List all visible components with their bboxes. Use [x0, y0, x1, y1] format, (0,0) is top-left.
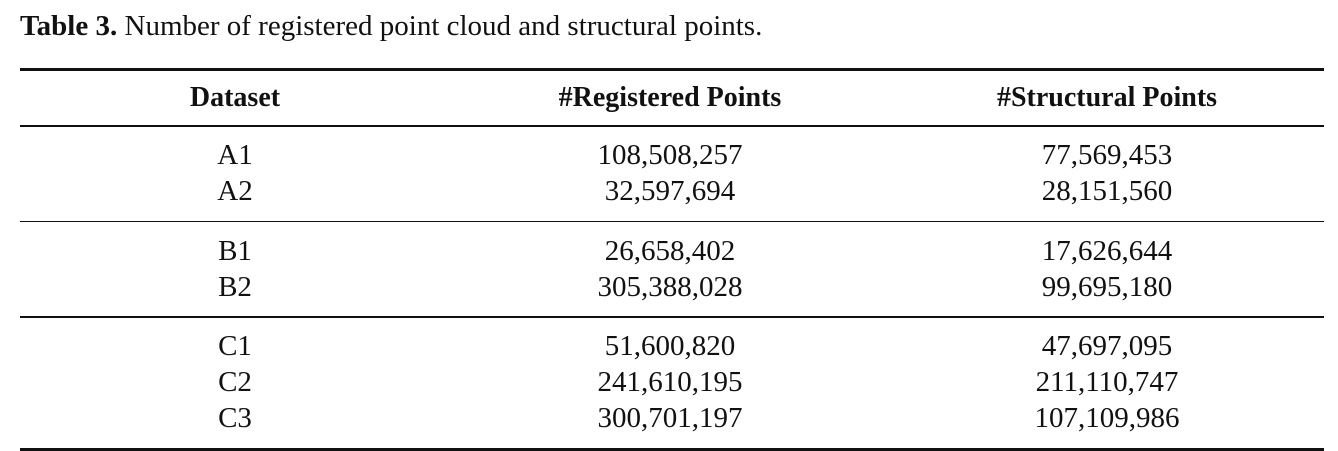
- cell-structural-points: 17,626,644: [1041, 234, 1173, 267]
- cell-registered-points: 300,701,197: [597, 402, 743, 434]
- cell-dataset: A2: [217, 175, 253, 207]
- cell-registered-points: 32,597,694: [604, 175, 736, 207]
- table-caption-text: Number of registered point cloud and str…: [124, 10, 763, 42]
- cell-dataset: B1: [218, 234, 252, 267]
- data-table: Dataset #Registered Points #Structural P…: [20, 68, 1324, 451]
- cell-structural-points: 77,569,453: [1041, 139, 1173, 171]
- table-header-row: Dataset #Registered Points #Structural P…: [20, 71, 1324, 125]
- cell-registered-points: 51,600,820: [604, 330, 736, 362]
- header-rule: [20, 125, 1324, 127]
- table-row: A1 108,508,257 77,569,453: [20, 138, 1324, 174]
- cell-registered-points: 305,388,028: [597, 270, 743, 303]
- table-caption: Table 3. Number of registered point clou…: [20, 8, 762, 44]
- table-group-c: C1 51,600,820 47,697,095 C2 241,610,195 …: [20, 318, 1324, 448]
- table-bottom-rule: [20, 447, 1324, 451]
- cell-structural-points: 28,151,560: [1041, 175, 1173, 207]
- table-caption-label: Table 3.: [20, 10, 118, 42]
- table-row: C2 241,610,195 211,110,747: [20, 365, 1324, 401]
- table-group-a: A1 108,508,257 77,569,453 A2 32,597,694 …: [20, 127, 1324, 221]
- table-row: C1 51,600,820 47,697,095: [20, 329, 1324, 365]
- cell-dataset: C3: [218, 402, 252, 434]
- cell-registered-points: 26,658,402: [604, 234, 736, 267]
- table-row: B2 305,388,028 99,695,180: [20, 269, 1324, 305]
- table-row: C3 300,701,197 107,109,986: [20, 401, 1324, 437]
- table-group-b: B1 26,658,402 17,626,644 B2 305,388,028 …: [20, 222, 1324, 316]
- header-dataset: Dataset: [189, 82, 281, 113]
- cell-structural-points: 47,697,095: [1041, 330, 1173, 362]
- cell-structural-points: 211,110,747: [1035, 366, 1179, 398]
- cell-structural-points: 107,109,986: [1034, 402, 1180, 434]
- header-structural-points: #Structural Points: [996, 82, 1218, 113]
- table-row: A2 32,597,694 28,151,560: [20, 174, 1324, 210]
- cell-dataset: C1: [218, 330, 252, 362]
- cell-registered-points: 241,610,195: [597, 366, 743, 398]
- table-top-rule: [20, 68, 1324, 71]
- cell-structural-points: 99,695,180: [1041, 270, 1173, 303]
- cell-dataset: C2: [218, 366, 252, 398]
- table-row: B1 26,658,402 17,626,644: [20, 233, 1324, 269]
- cell-dataset: A1: [217, 139, 253, 171]
- cell-registered-points: 108,508,257: [597, 139, 743, 171]
- group-divider: [20, 316, 1324, 318]
- header-registered-points: #Registered Points: [558, 82, 782, 113]
- cell-dataset: B2: [218, 270, 252, 303]
- group-divider: [20, 220, 1324, 222]
